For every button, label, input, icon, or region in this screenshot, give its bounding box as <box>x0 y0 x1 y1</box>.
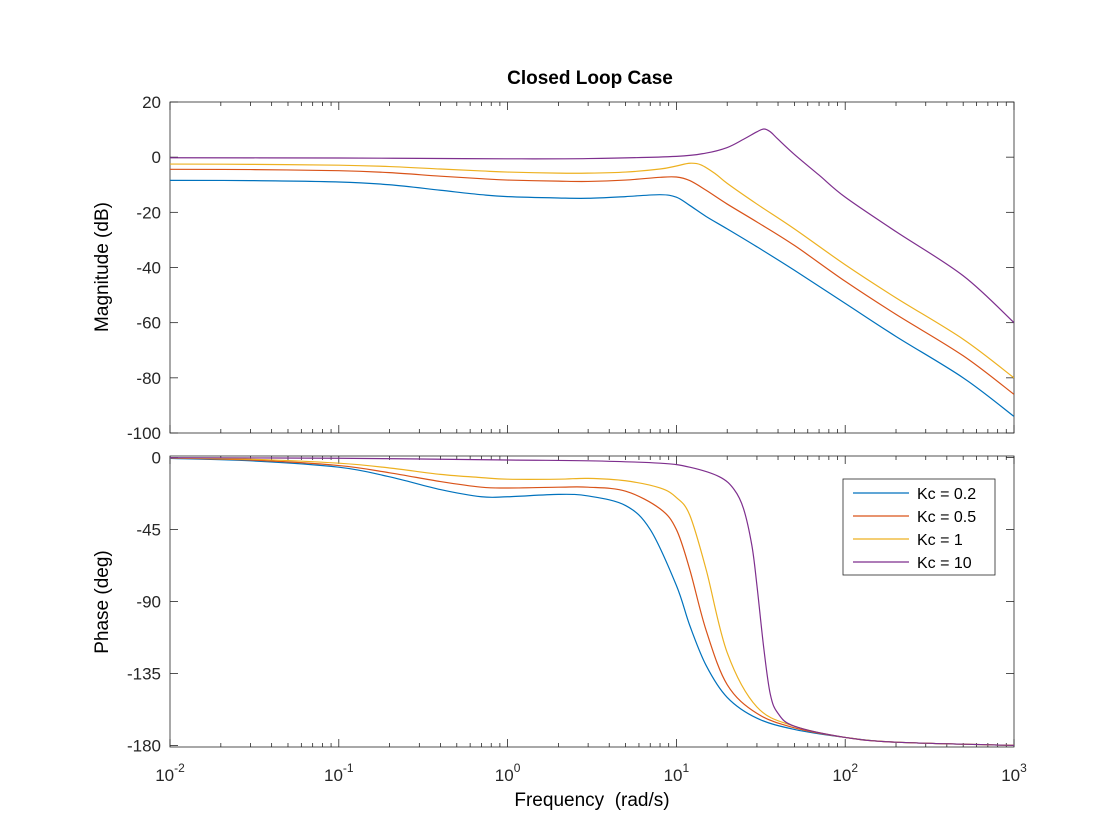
legend-entry[interactable]: Kc = 1 <box>917 532 963 549</box>
magnitude-y-tick-label: 20 <box>142 93 161 112</box>
x-tick-label: 100 <box>495 761 521 785</box>
magnitude-y-tick-label: -40 <box>136 259 161 278</box>
phase-series-line <box>170 457 1014 746</box>
magnitude-series-line <box>170 162 1014 379</box>
magnitude-y-axis-label: Magnitude (dB) <box>92 202 113 332</box>
magnitude-series-line <box>170 168 1014 395</box>
phase-y-tick-label: -135 <box>127 664 161 683</box>
legend-entry[interactable]: Kc = 10 <box>917 555 972 572</box>
x-axis-label: Frequency (rad/s) <box>514 790 669 811</box>
phase-series-line <box>170 457 1014 746</box>
x-tick-label: 103 <box>1001 761 1027 785</box>
phase-series-group <box>170 457 1014 746</box>
magnitude-y-tick-label: -80 <box>136 369 161 388</box>
magnitude-plot-area <box>169 101 1015 434</box>
magnitude-y-tick-label: -100 <box>127 424 161 443</box>
phase-y-tick-label: 0 <box>152 449 161 468</box>
magnitude-axes: 20 0 -20 -40 -60 -80 -100 <box>127 93 1015 443</box>
x-tick-label: 102 <box>832 761 858 785</box>
x-tick-label: 10-1 <box>324 761 354 785</box>
magnitude-x-ticks <box>169 102 1015 433</box>
magnitude-series-line <box>170 128 1014 324</box>
legend-box <box>842 478 996 576</box>
x-tick-label: 101 <box>664 761 690 785</box>
magnitude-series-group <box>170 128 1014 417</box>
phase-y-tick-label: -45 <box>136 521 161 540</box>
phase-y-tick-label: -90 <box>136 593 161 612</box>
magnitude-y-tick-label: -20 <box>136 203 161 222</box>
phase-series-line <box>170 457 1014 746</box>
magnitude-y-tick-label: -60 <box>136 314 161 333</box>
x-tick-label: 10-2 <box>155 761 185 785</box>
phase-y-tick-label: -180 <box>127 736 161 755</box>
legend[interactable]: Kc = 0.2 Kc = 0.5 Kc = 1 Kc = 10 <box>842 478 996 576</box>
legend-entry[interactable]: Kc = 0.5 <box>917 509 976 526</box>
magnitude-y-tick-label: 0 <box>152 148 161 167</box>
legend-entry[interactable]: Kc = 0.2 <box>917 486 976 503</box>
phase-y-axis-label: Phase (deg) <box>92 550 113 654</box>
magnitude-series-line <box>170 179 1014 417</box>
chart-title: Closed Loop Case <box>507 68 673 89</box>
